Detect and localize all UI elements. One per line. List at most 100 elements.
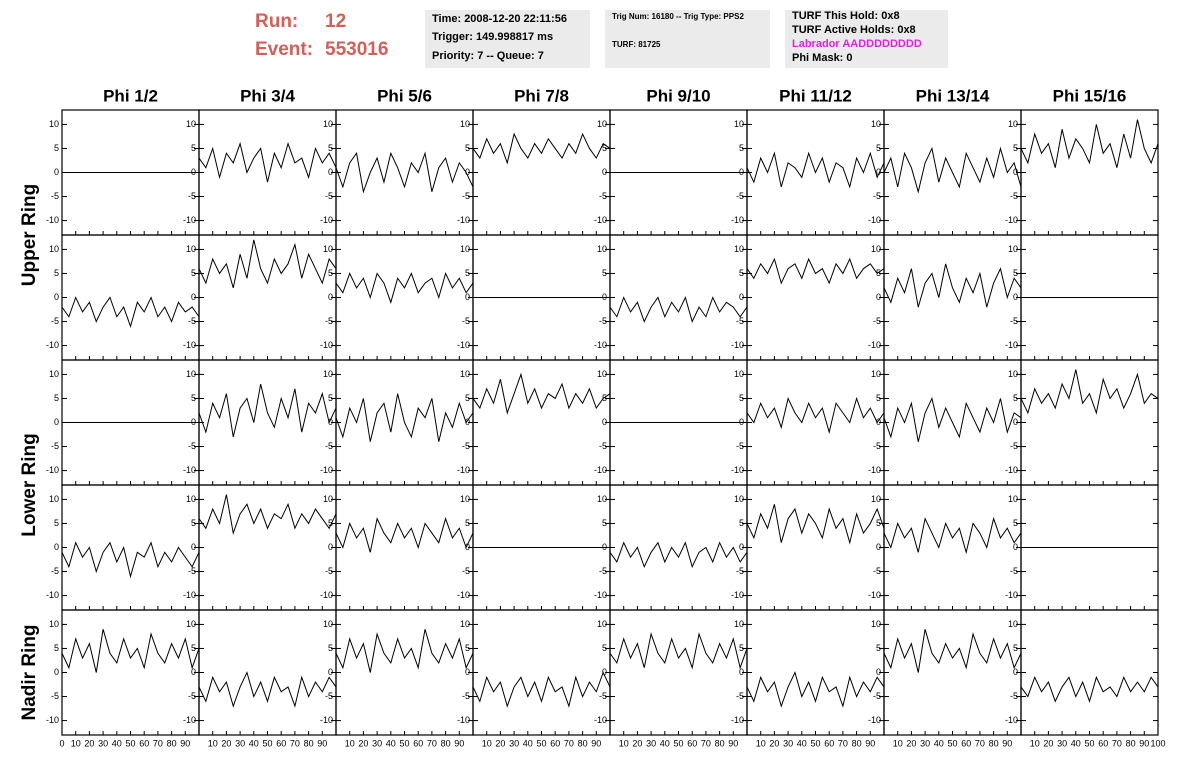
y-tick-label: 5 xyxy=(191,518,196,528)
x-tick-label: 90 xyxy=(1139,738,1149,748)
x-tick-label: 40 xyxy=(523,738,533,748)
priority: Priority: 7 -- Queue: 7 xyxy=(432,50,544,62)
x-tick-label: 80 xyxy=(167,738,177,748)
y-tick-label: 0 xyxy=(54,417,59,427)
y-tick-label: -10 xyxy=(868,215,881,225)
waveform xyxy=(883,516,1022,555)
x-tick-label: 70 xyxy=(701,738,711,748)
y-tick-label: -10 xyxy=(868,340,881,350)
x-tick-label: 70 xyxy=(1112,738,1122,748)
panel-frame xyxy=(198,109,337,236)
row-label: Lower Ring xyxy=(19,433,40,536)
y-tick-label: -10 xyxy=(1005,340,1018,350)
x-tick-label: 20 xyxy=(769,738,779,748)
y-tick-label: -5 xyxy=(736,566,744,576)
panel-frame xyxy=(1020,609,1159,736)
y-tick-label: 5 xyxy=(602,643,607,653)
y-tick-label: 0 xyxy=(602,542,607,552)
y-tick-label: 0 xyxy=(54,542,59,552)
waveform xyxy=(335,517,474,553)
y-tick-label: 10 xyxy=(1008,494,1018,504)
panel: -10 -5 0 5 10 xyxy=(731,109,885,236)
y-tick-label: 0 xyxy=(876,292,881,302)
y-tick-label: -5 xyxy=(736,691,744,701)
y-tick-label: 5 xyxy=(739,643,744,653)
y-tick-label: 10 xyxy=(186,119,196,129)
y-tick-label: -5 xyxy=(873,441,881,451)
y-tick-label: 0 xyxy=(602,667,607,677)
y-tick-label: -5 xyxy=(188,566,196,576)
x-tick-label: 80 xyxy=(715,738,725,748)
x-tick-label: 20 xyxy=(1043,738,1053,748)
column-title: Phi 11/12 xyxy=(779,86,852,105)
waveform xyxy=(883,146,1022,194)
y-tick-label: -5 xyxy=(873,691,881,701)
y-tick-label: 5 xyxy=(739,393,744,403)
x-tick-label: 40 xyxy=(386,738,396,748)
y-tick-label: 0 xyxy=(1013,167,1018,177)
y-tick-label: 10 xyxy=(871,494,881,504)
y-tick-label: 0 xyxy=(602,417,607,427)
y-tick-label: -10 xyxy=(46,340,59,350)
y-tick-label: -10 xyxy=(46,715,59,725)
x-tick-label: 20 xyxy=(84,738,94,748)
y-tick-label: 5 xyxy=(191,393,196,403)
turf-active: TURF Active Holds: 0x8 xyxy=(792,24,916,36)
info-box xyxy=(605,10,770,68)
y-tick-label: 0 xyxy=(328,667,333,677)
x-tick-label: 10 xyxy=(1030,738,1040,748)
panel-frame xyxy=(335,609,474,736)
waveform xyxy=(1020,119,1159,168)
y-tick-label: -10 xyxy=(46,465,59,475)
panel: -10 -5 0 5 10 xyxy=(320,234,474,361)
y-tick-label: -5 xyxy=(1010,191,1018,201)
x-tick-label: 40 xyxy=(797,738,807,748)
panel-frame xyxy=(883,484,1022,611)
y-tick-label: 5 xyxy=(191,143,196,153)
y-tick-label: -5 xyxy=(873,566,881,576)
y-tick-label: -5 xyxy=(325,191,333,201)
x-tick-label: 10 xyxy=(71,738,81,748)
y-tick-label: 0 xyxy=(54,667,59,677)
y-tick-label: -10 xyxy=(320,590,333,600)
panel: -10 -5 0 5 10 xyxy=(46,359,200,486)
waveform xyxy=(61,629,200,673)
y-tick-label: 10 xyxy=(734,119,744,129)
y-tick-label: -10 xyxy=(594,215,607,225)
x-tick-label: 70 xyxy=(153,738,163,748)
x-tick-label: 60 xyxy=(413,738,423,748)
x-tick-label: 10 xyxy=(345,738,355,748)
labrador: Labrador AADDDDDDDD xyxy=(792,38,922,50)
y-tick-label: 5 xyxy=(602,393,607,403)
x-tick-label: 50 xyxy=(810,738,820,748)
y-tick-label: 5 xyxy=(465,143,470,153)
x-tick-label: 90 xyxy=(865,738,875,748)
x-tick-label: 60 xyxy=(961,738,971,748)
x-tick-label: 20 xyxy=(906,738,916,748)
y-tick-label: 10 xyxy=(323,244,333,254)
column-title: Phi 7/8 xyxy=(514,86,569,105)
trigger: Trigger: 149.998817 ms xyxy=(432,31,553,43)
panel-frame xyxy=(335,234,474,361)
turf: TURF: 81725 xyxy=(612,40,661,49)
y-tick-label: 10 xyxy=(871,119,881,129)
waveform xyxy=(198,494,337,536)
y-tick-label: -5 xyxy=(1010,566,1018,576)
waveform xyxy=(746,257,885,285)
column-title: Phi 1/2 xyxy=(103,86,158,105)
waveform xyxy=(746,671,885,708)
x-tick-label: 70 xyxy=(975,738,985,748)
y-tick-label: -5 xyxy=(736,316,744,326)
y-tick-label: 10 xyxy=(460,244,470,254)
y-tick-label: 5 xyxy=(54,268,59,278)
x-tick-label: 30 xyxy=(98,738,108,748)
y-tick-label: 5 xyxy=(602,143,607,153)
y-tick-label: 0 xyxy=(191,417,196,427)
panel-frame xyxy=(472,359,611,486)
panel: -10 -5 0 5 10 xyxy=(868,359,1022,486)
y-tick-label: -10 xyxy=(594,340,607,350)
panel: -10 -5 0 5 10 xyxy=(457,484,611,611)
row-label: Nadir Ring xyxy=(19,624,40,720)
y-tick-label: 5 xyxy=(1013,518,1018,528)
x-tick-label: 90 xyxy=(454,738,464,748)
